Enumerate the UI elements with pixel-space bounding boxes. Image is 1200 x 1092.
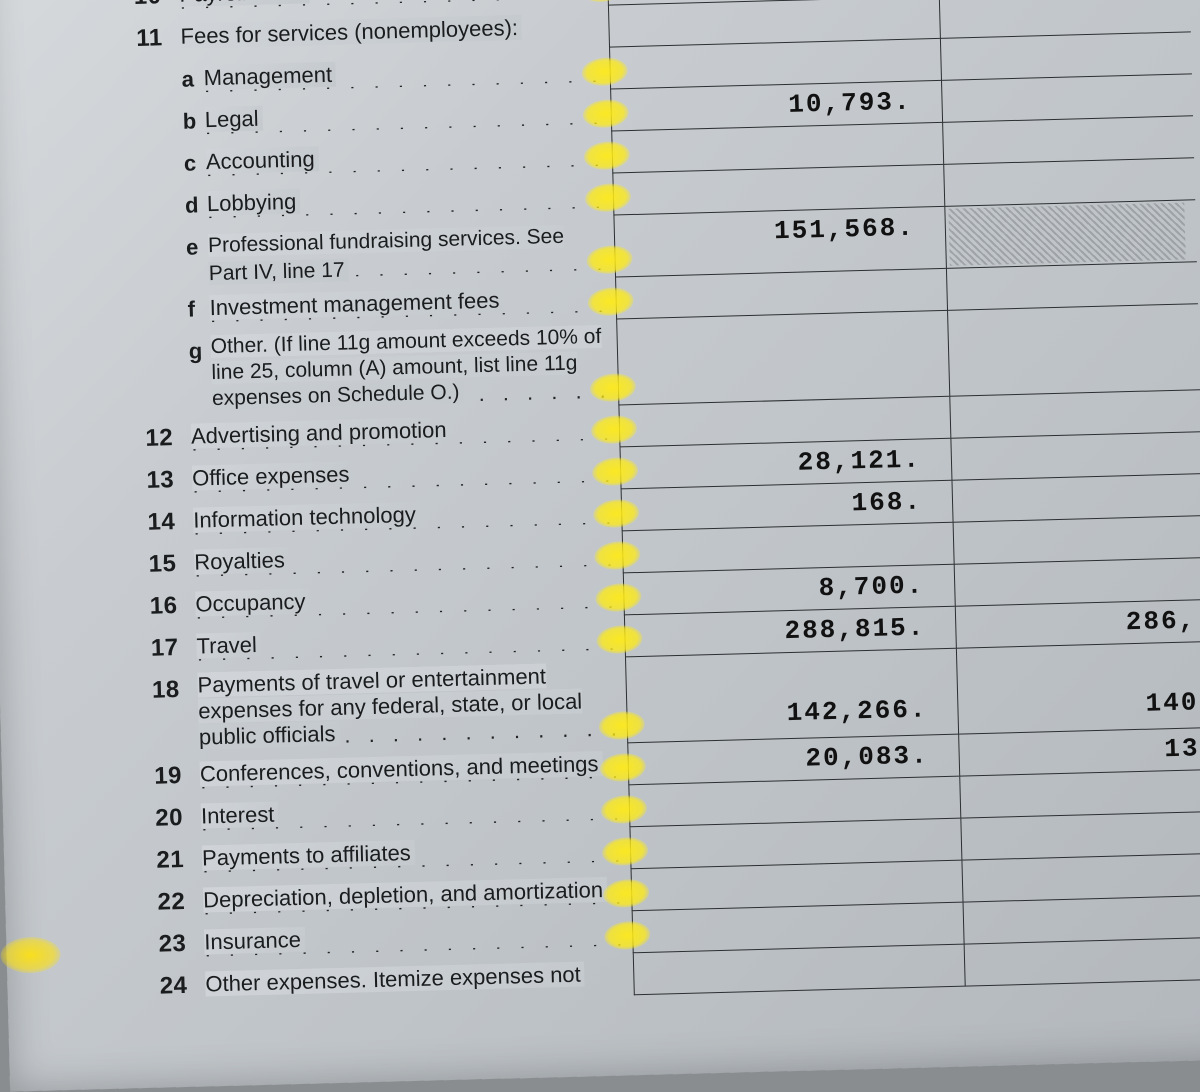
sub-letter: b: [182, 100, 205, 143]
line-number: 20: [3, 797, 202, 844]
line-description: Other. (If line 11g amount exceeds 10% o…: [210, 319, 618, 416]
amount-column-b: [963, 896, 1200, 945]
line-number: 21: [4, 839, 203, 886]
amount-column-b: [964, 938, 1200, 987]
sub-letter: g: [188, 330, 212, 417]
amount-column-b: [961, 854, 1200, 903]
line-number: [0, 289, 188, 336]
amount-column-b: [953, 516, 1200, 565]
amount-column-b: [949, 390, 1200, 439]
amount-column-b: [950, 432, 1200, 481]
line-number: 13: [0, 459, 193, 506]
line-number: 12: [0, 417, 192, 464]
amount-column-a: [633, 945, 965, 996]
amount-column-b: [946, 262, 1198, 311]
sub-letter: e: [186, 226, 210, 289]
amount-column-b: [942, 116, 1194, 165]
sub-letter: c: [183, 142, 206, 185]
amount-column-b: [947, 304, 1200, 397]
amount-column-a: [616, 311, 949, 406]
amount-column-b: [951, 474, 1200, 523]
line-number: 14: [0, 501, 194, 548]
amount-column-a: 142,266.: [625, 649, 958, 744]
sub-letter: f: [187, 288, 210, 331]
line-number: [0, 185, 186, 232]
line-number: 11: [0, 17, 181, 64]
amount-column-b: 286,: [955, 600, 1200, 649]
line-number: [0, 143, 184, 190]
amount-column-b: [959, 770, 1200, 819]
line-number: [0, 331, 191, 422]
amount-column-b: [954, 558, 1200, 607]
sub-letter: d: [184, 184, 207, 227]
amount-column-a: 151,568.: [613, 207, 946, 278]
amount-column-b: 13: [958, 728, 1200, 777]
line-number: 22: [5, 880, 204, 927]
line-number: 18: [0, 669, 199, 760]
line-number: [0, 59, 182, 106]
line-number: 15: [0, 543, 195, 590]
line-number: 16: [0, 585, 196, 632]
sub-letter: a: [181, 58, 204, 101]
line-description: Professional fundraising services. See P…: [208, 216, 615, 289]
amount-column-b: 140: [956, 642, 1200, 735]
amount-column-b: [941, 74, 1193, 123]
line-number: 19: [1, 755, 200, 802]
line-description: Payments of travel or entertainment expe…: [197, 657, 627, 754]
amount-column-b: [943, 158, 1195, 207]
line-number: [0, 101, 183, 148]
line-number: 17: [0, 627, 197, 674]
amount-column-b: [960, 812, 1200, 861]
form-page: 10Payroll taxes. . . . . . . . . . . . .…: [0, 0, 1200, 1092]
amount-column-b: [940, 32, 1192, 81]
line-number: [0, 227, 187, 294]
